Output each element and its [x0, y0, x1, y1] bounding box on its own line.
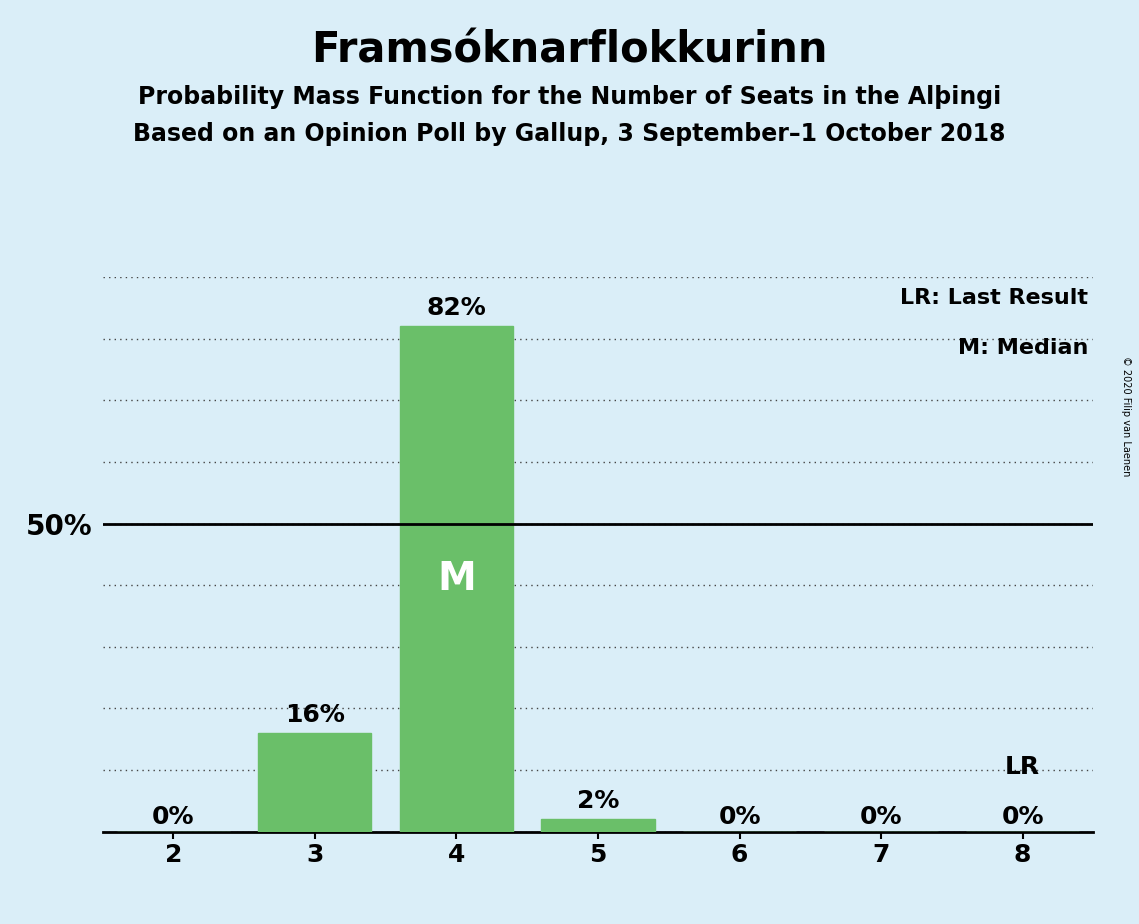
Text: LR: Last Result: LR: Last Result	[901, 288, 1089, 309]
Text: 0%: 0%	[151, 805, 195, 829]
Text: 82%: 82%	[426, 297, 486, 321]
Text: M: M	[437, 560, 476, 598]
Bar	[541, 820, 655, 832]
Text: M: Median: M: Median	[958, 338, 1089, 359]
Text: 16%: 16%	[285, 703, 345, 727]
Text: 2%: 2%	[576, 789, 620, 813]
Text: Framsóknarflokkurinn: Framsóknarflokkurinn	[311, 30, 828, 72]
Text: 0%: 0%	[860, 805, 902, 829]
Text: 0%: 0%	[719, 805, 761, 829]
Text: LR: LR	[1005, 755, 1040, 779]
Bar	[259, 733, 371, 832]
Bar	[400, 326, 513, 832]
Text: Based on an Opinion Poll by Gallup, 3 September–1 October 2018: Based on an Opinion Poll by Gallup, 3 Se…	[133, 122, 1006, 146]
Text: 0%: 0%	[1001, 805, 1044, 829]
Text: Probability Mass Function for the Number of Seats in the Alþingi: Probability Mass Function for the Number…	[138, 85, 1001, 109]
Text: © 2020 Filip van Laenen: © 2020 Filip van Laenen	[1121, 356, 1131, 476]
